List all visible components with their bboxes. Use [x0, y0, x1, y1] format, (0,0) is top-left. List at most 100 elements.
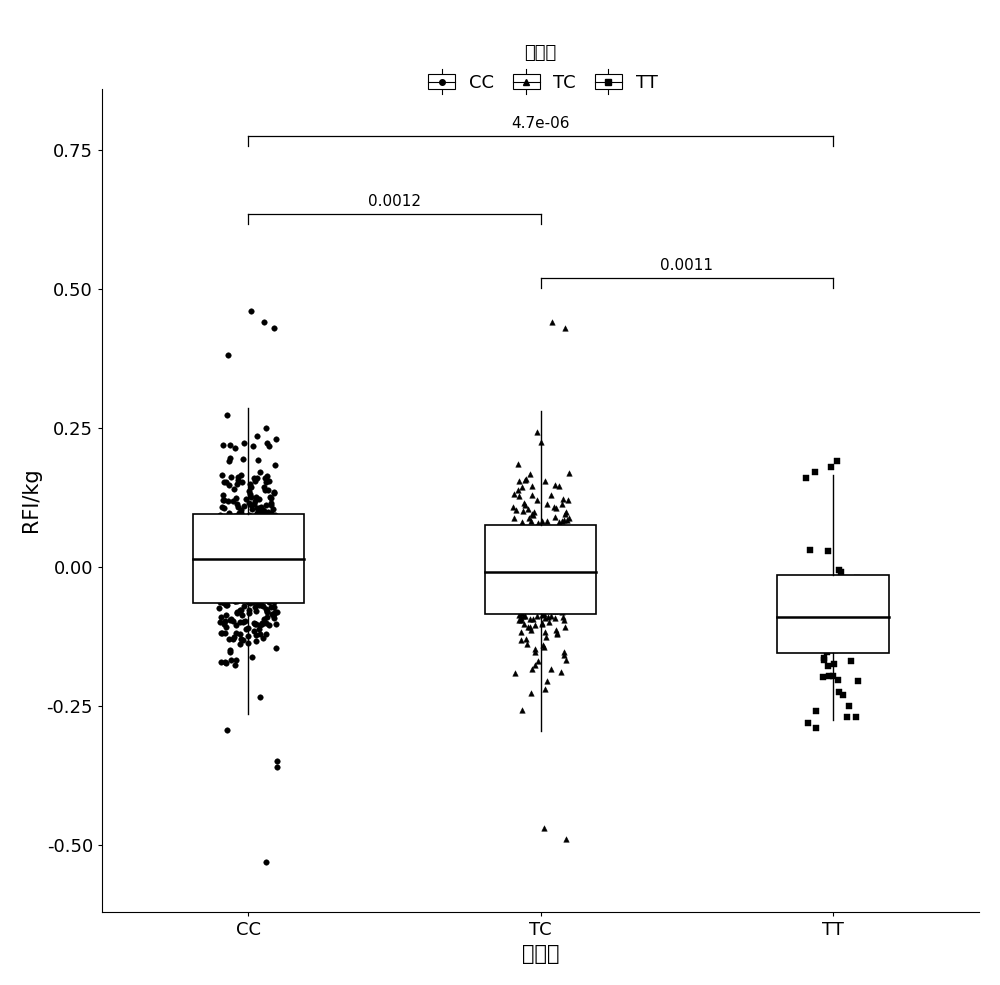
Point [255, 578, 271, 594]
Point [559, 579, 575, 595]
Point [269, 754, 285, 769]
Point [253, 583, 269, 599]
Point [229, 605, 245, 621]
Point [240, 513, 256, 529]
Point [535, 592, 551, 608]
Point [526, 583, 542, 599]
Point [233, 602, 249, 618]
Point [850, 673, 866, 689]
Point [215, 555, 231, 570]
Point [212, 575, 228, 591]
Point [512, 569, 528, 585]
Point [548, 567, 564, 583]
Point [230, 499, 246, 515]
Point [255, 526, 271, 542]
Point [529, 424, 545, 439]
Point [269, 560, 285, 576]
Point [561, 558, 577, 574]
Point [543, 608, 559, 624]
Point [542, 584, 558, 600]
Point [510, 483, 526, 498]
Point [233, 631, 249, 647]
Point [268, 545, 284, 560]
Point [252, 617, 268, 632]
Point [513, 624, 529, 639]
Point [520, 531, 536, 547]
Point [220, 521, 236, 537]
Point [222, 584, 238, 600]
Point [261, 580, 277, 596]
Point [258, 615, 274, 630]
Point [534, 617, 550, 632]
Point [245, 591, 261, 607]
Point [216, 474, 232, 490]
Point [224, 571, 240, 587]
Point [240, 542, 256, 558]
Point [504, 593, 520, 609]
Point [556, 527, 572, 543]
Point [225, 517, 241, 533]
Point [229, 575, 245, 591]
Point [262, 490, 278, 505]
Point [228, 652, 244, 668]
Point [216, 531, 232, 547]
Point [235, 632, 251, 648]
Point [246, 616, 262, 631]
Point [211, 523, 227, 539]
Point [212, 561, 228, 577]
Point [540, 610, 556, 625]
Point [848, 709, 864, 725]
Point [841, 698, 857, 714]
Point [267, 539, 283, 555]
Point [556, 647, 572, 663]
Point [262, 564, 278, 580]
Point [515, 503, 531, 519]
Point [242, 511, 258, 527]
Point [212, 524, 228, 540]
Point [553, 537, 569, 553]
Point [547, 477, 563, 492]
Point [217, 580, 233, 596]
Point [543, 661, 559, 677]
Point [218, 586, 234, 602]
Point [556, 584, 572, 600]
Point [505, 499, 521, 515]
Point [796, 599, 812, 615]
Point [522, 619, 538, 634]
Point [252, 626, 268, 642]
Point [233, 524, 249, 540]
Point [215, 552, 231, 567]
Point [541, 551, 557, 566]
Point [269, 554, 285, 569]
Point [249, 585, 265, 601]
Point [255, 563, 271, 579]
Point [539, 513, 555, 529]
Point [256, 546, 272, 561]
Point [218, 546, 234, 561]
Point [243, 555, 259, 570]
Point [222, 644, 238, 660]
Point [252, 522, 268, 538]
Point [512, 587, 528, 603]
Point [534, 542, 550, 558]
Point [249, 470, 265, 486]
Point [529, 585, 545, 601]
Point [253, 567, 269, 583]
Point [546, 498, 562, 514]
Point [233, 502, 249, 518]
Point [267, 585, 283, 601]
Point [557, 320, 573, 336]
Point [215, 566, 231, 582]
Point [256, 480, 272, 495]
Point [232, 546, 248, 561]
Point [817, 600, 833, 616]
Point [511, 577, 527, 593]
Point [516, 494, 532, 510]
Point [513, 555, 529, 570]
Point [214, 573, 230, 589]
Point [213, 576, 229, 592]
Point [256, 571, 272, 587]
Point [257, 522, 273, 538]
Point [218, 511, 234, 527]
Point [224, 535, 240, 551]
